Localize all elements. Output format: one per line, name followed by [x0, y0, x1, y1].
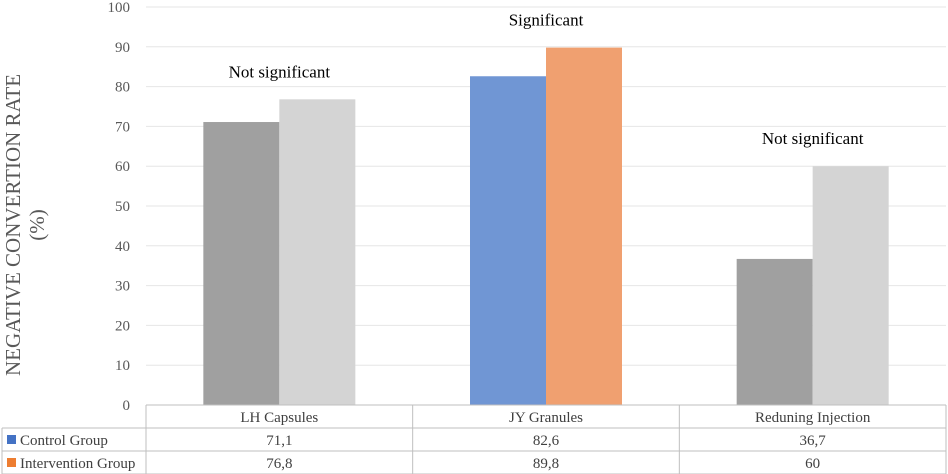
legend-key-intervention	[7, 458, 16, 467]
control-bar-2	[470, 76, 546, 405]
legend-label: Intervention Group	[20, 456, 135, 472]
y-axis-title-line-2: (%)	[25, 209, 49, 240]
y-tick-label: 60	[115, 159, 130, 175]
y-axis-title: NEGATIVE CONVERTION RATE (%)	[1, 74, 49, 376]
intervention-bar-1	[279, 99, 356, 405]
control-bar-1	[203, 122, 280, 405]
data-value-label: 82,6	[533, 433, 560, 449]
y-tick-label: 10	[115, 358, 130, 374]
y-tick-label: 0	[123, 398, 131, 414]
y-tick-label: 80	[115, 80, 130, 96]
y-tick-label: 50	[115, 199, 130, 215]
significance-annotation: Significant	[509, 11, 584, 30]
y-tick-label: 90	[115, 40, 130, 56]
intervention-bar-3	[812, 166, 889, 405]
data-value-label: 76,8	[266, 456, 292, 472]
y-tick-label: 70	[115, 119, 130, 135]
y-tick-label: 20	[115, 318, 130, 334]
data-value-label: 36,7	[800, 433, 827, 449]
intervention-bar-2	[546, 47, 622, 405]
y-axis-title-line-1: NEGATIVE CONVERTION RATE	[1, 74, 25, 376]
data-value-label: 60	[805, 456, 820, 472]
x-category-label: JY Granules	[509, 410, 583, 426]
y-tick-label: 30	[115, 279, 130, 295]
y-tick-label: 40	[115, 239, 130, 255]
y-tick-label: 100	[108, 0, 131, 16]
significance-annotation: Not significant	[229, 62, 331, 81]
significance-annotation: Not significant	[762, 129, 864, 148]
x-category-label: LH Capsules	[240, 410, 318, 426]
data-value-label: 89,8	[533, 456, 559, 472]
legend-key-control	[7, 435, 16, 444]
control-bar-3	[736, 258, 813, 405]
data-value-label: 71,1	[266, 433, 292, 449]
x-category-label: Reduning Injection	[755, 410, 871, 426]
legend-label: Control Group	[20, 433, 108, 449]
